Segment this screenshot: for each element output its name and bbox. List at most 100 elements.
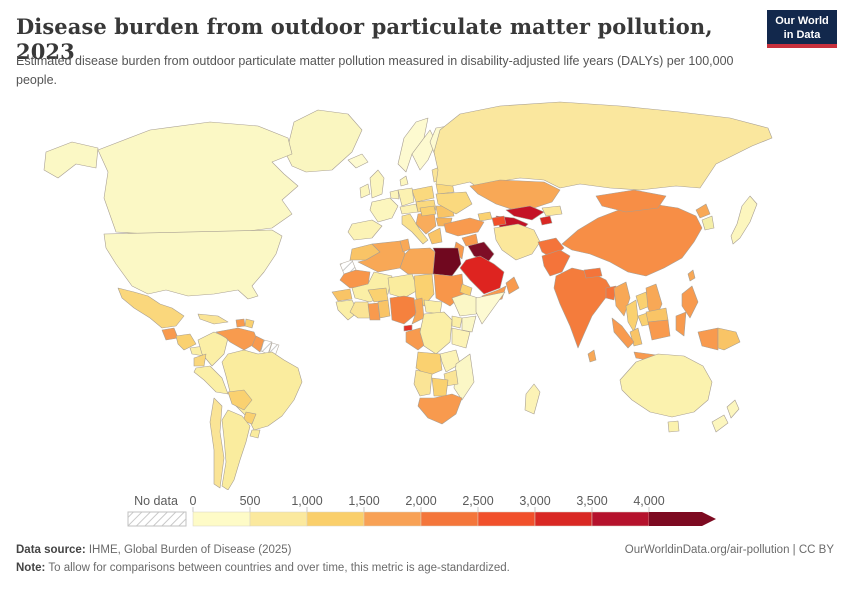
country-thailand[interactable] [625,299,639,333]
legend-swatch-3[interactable] [363,511,422,527]
country-japan[interactable] [730,195,758,245]
legend-swatch-8-arrow[interactable] [649,512,716,526]
country-venezuela[interactable] [215,327,259,351]
country-kazakhstan[interactable] [469,179,561,211]
legend-no-data-swatch[interactable] [127,511,187,527]
country-uk[interactable] [369,169,385,199]
country-nepal[interactable] [583,267,603,279]
country-tanzania[interactable] [451,327,471,349]
legend-swatch-0[interactable] [192,511,251,527]
country-sulawesi[interactable] [675,311,687,337]
country-iceland[interactable] [347,153,369,169]
country-alaska[interactable] [43,141,99,179]
country-new-zealand-south[interactable] [711,414,729,433]
country-france[interactable] [369,197,399,223]
country-chile[interactable] [209,397,225,489]
country-uzbekistan[interactable] [505,205,545,221]
country-kenya[interactable] [461,315,477,333]
country-kyrgyzstan[interactable] [541,205,563,217]
country-drc[interactable] [419,311,453,355]
country-taiwan[interactable] [687,269,696,282]
country-iberia[interactable] [347,219,383,241]
country-greece[interactable] [427,227,443,245]
country-cuba[interactable] [197,313,229,325]
country-poland[interactable] [411,185,435,203]
country-saudi-arabia[interactable] [459,255,505,295]
country-togo-benin[interactable] [377,299,391,319]
country-azerbaijan[interactable] [491,215,507,227]
country-india[interactable] [553,267,613,349]
country-italy[interactable] [401,213,429,245]
country-west-new-guinea[interactable] [697,327,719,351]
legend-swatch-7[interactable] [591,511,650,527]
country-sri-lanka[interactable] [587,349,597,363]
country-denmark[interactable] [399,175,409,187]
country-egypt[interactable] [432,247,462,277]
country-south-africa[interactable] [417,393,463,425]
country-georgia[interactable] [477,211,493,222]
country-iraq[interactable] [467,241,495,263]
legend-swatch-6[interactable] [534,511,593,527]
country-pakistan[interactable] [541,249,571,277]
country-benelux[interactable] [389,189,400,200]
country-chad[interactable] [413,273,435,307]
country-namibia[interactable] [413,369,433,397]
country-canada[interactable] [97,121,299,235]
country-libya[interactable] [399,247,436,275]
country-australia[interactable] [619,353,713,418]
country-nigeria[interactable] [389,295,417,325]
country-zambia[interactable] [439,349,461,373]
country-sumatra[interactable] [611,317,635,349]
country-cote-divoire[interactable] [349,301,371,319]
country-usa[interactable] [103,229,283,300]
country-equatorial-guinea[interactable] [403,324,413,332]
country-argentina[interactable] [221,409,251,490]
country-senegal[interactable] [331,288,353,302]
country-china[interactable] [561,203,703,277]
country-north-korea[interactable] [695,203,711,219]
legend-swatch-4[interactable] [420,511,479,527]
country-russia[interactable] [433,101,773,191]
country-bangladesh[interactable] [605,285,617,301]
country-niger[interactable] [387,273,419,299]
country-new-zealand-north[interactable] [726,399,740,419]
country-brazil[interactable] [221,349,303,431]
country-central-african-republic[interactable] [423,299,443,315]
country-bolivia[interactable] [227,389,253,411]
country-botswana[interactable] [431,377,449,397]
country-dominican-republic[interactable] [244,318,255,329]
country-uruguay[interactable] [249,429,261,439]
country-ukraine[interactable] [435,191,473,215]
country-burkina-faso[interactable] [367,287,389,303]
country-haiti[interactable] [235,318,246,328]
country-turkey[interactable] [443,217,485,237]
country-ecuador[interactable] [193,353,207,367]
country-mongolia[interactable] [595,189,667,213]
owid-logo[interactable]: Our World in Data [767,10,837,48]
country-ghana[interactable] [367,302,381,321]
country-tasmania[interactable] [667,420,680,433]
country-guatemala[interactable] [161,327,179,341]
country-hungary[interactable] [419,205,437,217]
legend-swatch-1[interactable] [249,511,308,527]
country-cameroon[interactable] [411,297,425,325]
country-greenland[interactable] [285,109,363,173]
country-ireland[interactable] [359,183,371,199]
legend-swatch-2[interactable] [306,511,365,527]
legend-swatch-5[interactable] [477,511,536,527]
country-uganda[interactable] [451,315,463,329]
country-philippines[interactable] [681,285,699,319]
country-oman[interactable] [505,276,520,295]
country-peru[interactable] [193,365,229,395]
country-honduras-nicaragua[interactable] [175,333,197,351]
country-madagascar[interactable] [524,383,541,415]
country-borneo-indonesia[interactable] [647,319,671,341]
country-angola[interactable] [415,351,443,377]
owid-link[interactable]: OurWorldinData.org/air-pollution | CC BY [624,544,834,556]
country-guyana[interactable] [251,335,265,353]
country-mexico[interactable] [117,287,185,329]
country-guinea[interactable] [335,299,359,321]
country-somalia[interactable] [475,291,506,325]
country-papua-new-guinea[interactable] [717,327,741,351]
country-germany[interactable] [397,187,415,207]
